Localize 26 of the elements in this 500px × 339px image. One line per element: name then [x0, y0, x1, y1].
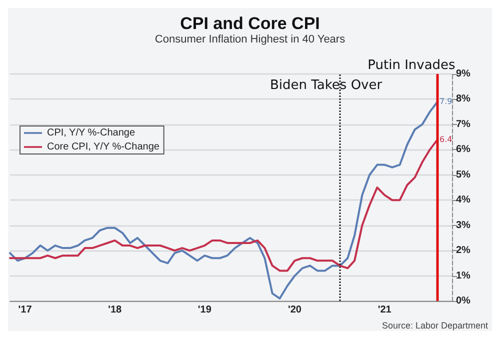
y-tick-label: 7%	[456, 118, 471, 130]
y-tick-label: 8%	[456, 94, 471, 105]
legend-label: Core CPI, Y/Y %-Change	[47, 142, 160, 152]
chart-subtitle: Consumer Inflation Highest in 40 Years	[154, 34, 346, 46]
y-tick-label: 0%	[456, 296, 471, 306]
x-tick-label: '20	[288, 304, 302, 316]
y-tick-label: 6%	[456, 144, 471, 156]
line-series	[9, 100, 438, 300]
y-tick-label: 5%	[456, 169, 471, 180]
x-tick-label: '19	[198, 304, 212, 316]
data-label: 6.4	[439, 135, 452, 144]
y-tick-label: 4%	[456, 194, 471, 206]
y-tick-label: 2%	[456, 245, 471, 256]
chart-title: CPI and Core CPI	[180, 14, 320, 33]
y-tick-label: 1%	[456, 270, 471, 282]
line-series	[9, 138, 438, 272]
ref-line-label: Biden Takes Over	[270, 78, 383, 93]
x-tick-label: '18	[108, 304, 122, 316]
data-label: 7.9	[439, 97, 452, 106]
y-tick-label: 3%	[456, 220, 471, 231]
ref-line-label: Putin Invades	[368, 58, 456, 73]
x-tick-label: '17	[18, 304, 32, 316]
source-note: Source: Labor Department	[382, 320, 488, 330]
legend-label: CPI, Y/Y %-Change	[47, 128, 136, 138]
x-tick-label: '21	[378, 304, 392, 316]
y-tick-label: 9%	[456, 68, 471, 80]
